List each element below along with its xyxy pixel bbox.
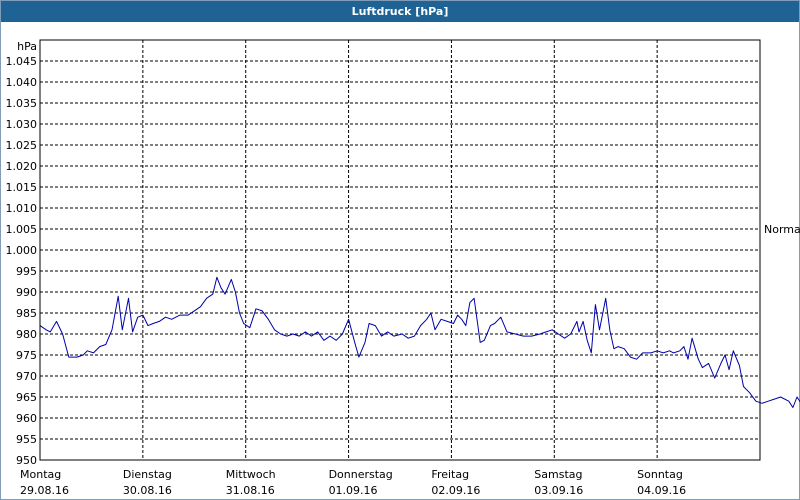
plot-border (39, 39, 761, 461)
y-tick-label: 1.040 (6, 76, 38, 89)
y-tick-label: 990 (16, 286, 37, 299)
y-tick-label: 1.015 (6, 181, 38, 194)
grid (40, 40, 760, 461)
y-tick-label: 1.025 (6, 139, 38, 152)
normal-reference-label: Normal (764, 223, 800, 236)
y-tick-label: 955 (16, 433, 37, 446)
y-tick-label: 1.030 (6, 118, 38, 131)
x-tick-date-label: 30.08.16 (123, 484, 172, 497)
y-tick-label: 970 (16, 370, 37, 383)
x-tick-date-label: 04.09.16 (637, 484, 686, 497)
x-tick-day-label: Mittwoch (226, 468, 276, 481)
x-tick-date-label: 03.09.16 (534, 484, 583, 497)
y-tick-label: 1.000 (6, 244, 38, 257)
y-tick-label: 985 (16, 307, 37, 320)
x-tick-date-label: 29.08.16 (20, 484, 69, 497)
y-tick-labels: 950 955 960 965 970 975 980 985 990 995 1.000 1.005… (6, 55, 38, 467)
y-tick-label: 1.010 (6, 202, 38, 215)
x-tick-day-label: Samstag (534, 468, 582, 481)
pressure-series-line (39, 276, 800, 408)
x-tick-date-label: 31.08.16 (226, 484, 275, 497)
y-tick-label: 1.045 (6, 55, 38, 68)
y-tick-label: 975 (16, 349, 37, 362)
x-tick-day-label: Dienstag (123, 468, 172, 481)
x-tick-day-label: Montag (20, 468, 61, 481)
y-tick-label: 1.020 (6, 160, 38, 173)
x-tick-day-label: Freitag (431, 468, 469, 481)
y-tick-label: 965 (16, 391, 37, 404)
x-tick-day-label: Sonntag (637, 468, 683, 481)
y-tick-label: 960 (16, 412, 37, 425)
y-tick-label: 950 (16, 454, 37, 467)
y-tick-label: 1.005 (6, 223, 38, 236)
x-tick-date-label: 02.09.16 (431, 484, 480, 497)
x-tick-labels: Montag 29.08.16 Dienstag 30.08.16 Mittwoch 31… (20, 468, 686, 497)
x-tick-day-label: Donnerstag (329, 468, 393, 481)
y-axis-label: hPa (17, 40, 37, 53)
y-tick-label: 995 (16, 265, 37, 278)
y-tick-label: 1.035 (6, 97, 38, 110)
chart-title: Luftdruck [hPa] (1, 1, 799, 22)
series (39, 276, 800, 408)
y-tick-label: 980 (16, 328, 37, 341)
x-tick-date-label: 01.09.16 (329, 484, 378, 497)
